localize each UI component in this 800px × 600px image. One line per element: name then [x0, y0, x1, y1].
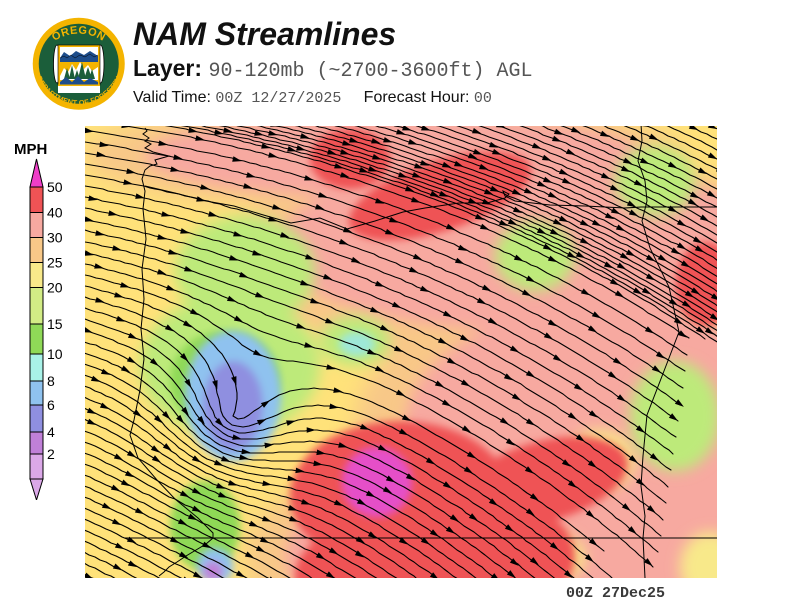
- svg-text:2: 2: [47, 446, 55, 462]
- svg-text:8: 8: [47, 373, 55, 389]
- svg-text:20: 20: [47, 280, 63, 296]
- svg-text:30: 30: [47, 230, 63, 246]
- svg-text:4: 4: [47, 424, 55, 440]
- svg-text:25: 25: [47, 255, 63, 271]
- svg-text:40: 40: [47, 205, 63, 221]
- svg-text:15: 15: [47, 316, 63, 332]
- svg-text:10: 10: [47, 346, 63, 362]
- svg-text:50: 50: [47, 179, 63, 195]
- svg-text:6: 6: [47, 397, 55, 413]
